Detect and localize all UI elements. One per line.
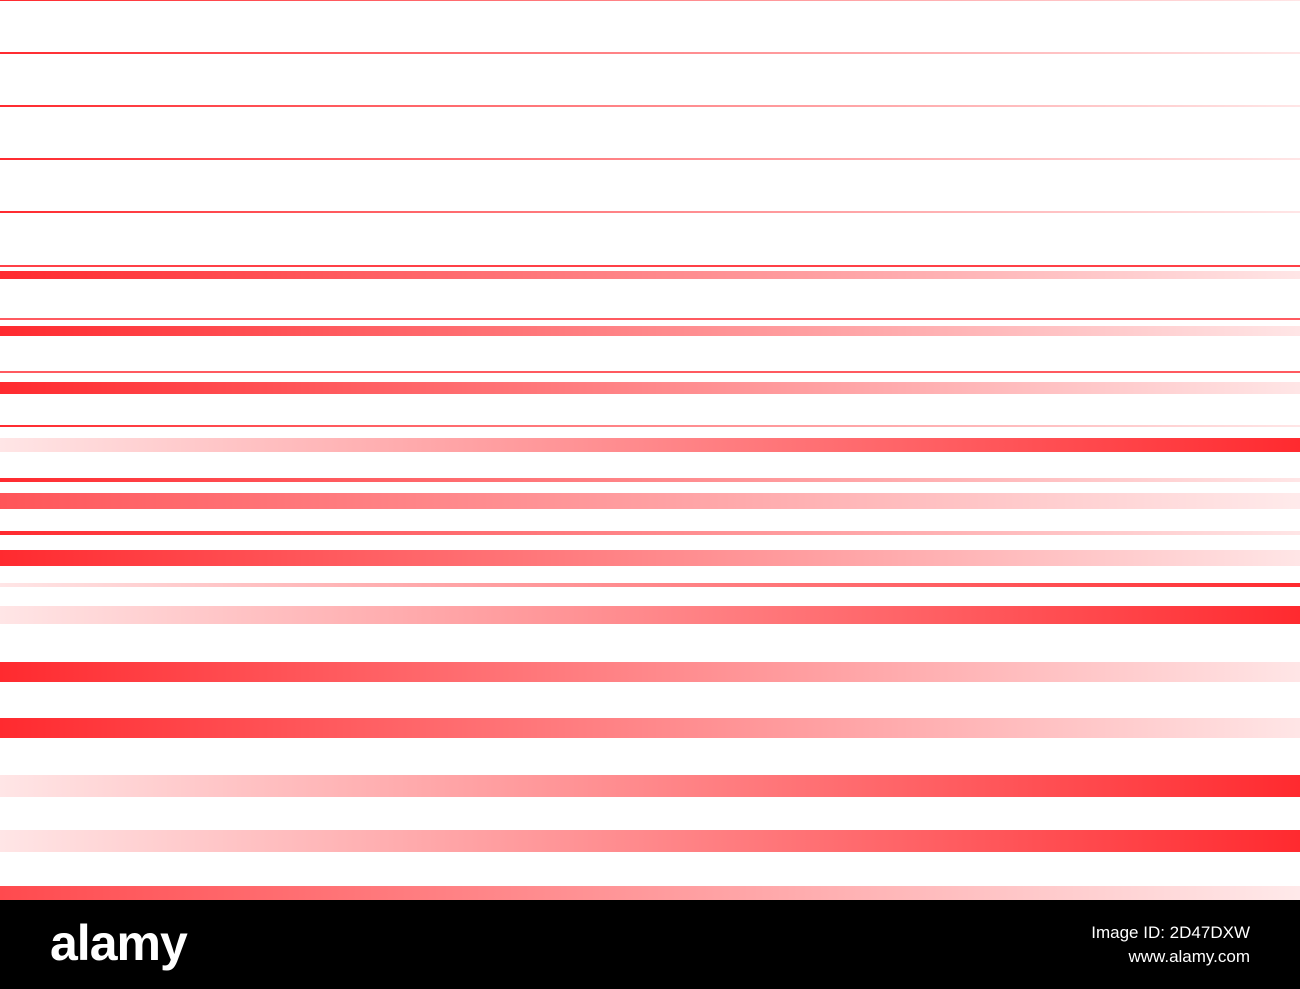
stripe	[0, 662, 1300, 682]
logo: alamy	[50, 915, 188, 971]
stripe	[0, 775, 1300, 797]
stripe	[0, 886, 1300, 900]
stripe	[0, 425, 1300, 427]
stripe	[0, 606, 1300, 624]
stripe	[0, 271, 1300, 279]
stripes	[0, 0, 1300, 900]
stripe	[0, 318, 1300, 320]
stripe	[0, 531, 1300, 535]
url: www.alamy.com	[1127, 947, 1250, 966]
stripe	[0, 830, 1300, 852]
stripe	[0, 493, 1300, 509]
stripe	[0, 105, 1300, 107]
stripe	[0, 0, 1300, 1]
stripe	[0, 438, 1300, 452]
image-id: Image ID: 2D47DXW	[1091, 923, 1250, 942]
stripe	[0, 326, 1300, 336]
stripe	[0, 211, 1300, 213]
footer-bar	[0, 900, 1300, 989]
stripe	[0, 382, 1300, 394]
stripe	[0, 478, 1300, 482]
stripe	[0, 718, 1300, 738]
stripe	[0, 265, 1300, 267]
stripe	[0, 158, 1300, 160]
stripe	[0, 583, 1300, 587]
stripe	[0, 52, 1300, 54]
stripe	[0, 371, 1300, 373]
stripe	[0, 550, 1300, 566]
